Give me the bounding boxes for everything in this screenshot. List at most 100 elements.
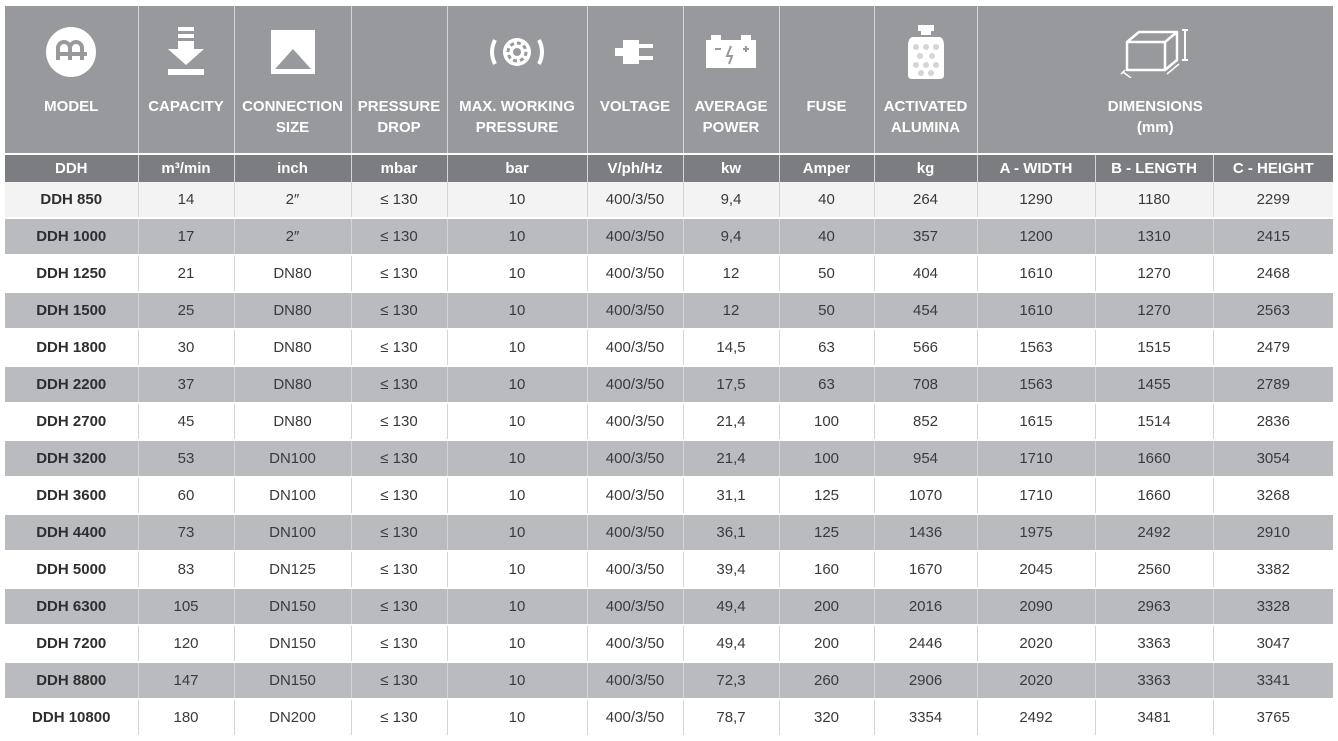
table-cell: 40	[779, 182, 875, 219]
table-cell: 40	[779, 218, 875, 256]
model-cell: DDH 10800	[5, 699, 139, 737]
table-cell: 1710	[977, 440, 1096, 478]
spec-table-container: MODEL CAPACITY CONNECTION SIZE PRESSURE …	[5, 6, 1334, 737]
unit-cell: V/ph/Hz	[587, 153, 684, 182]
table-cell: 17,5	[683, 366, 780, 404]
table-cell: 36,1	[683, 514, 780, 552]
header-model-label: MODEL	[44, 98, 99, 115]
table-cell: 10	[447, 625, 588, 663]
header-fuse: FUSE	[779, 6, 875, 154]
table-cell: 400/3/50	[587, 551, 684, 589]
table-cell: 2492	[1095, 514, 1214, 552]
unit-cell: kg	[874, 153, 978, 182]
table-cell: 1180	[1095, 182, 1214, 219]
table-cell: 1710	[977, 477, 1096, 515]
table-cell: 357	[874, 218, 978, 256]
table-cell: 400/3/50	[587, 625, 684, 663]
table-cell: 2020	[977, 625, 1096, 663]
table-cell: 78,7	[683, 699, 780, 737]
table-cell: 1563	[977, 329, 1096, 367]
table-cell: 1070	[874, 477, 978, 515]
table-cell: 120	[138, 625, 235, 663]
header-activated-alumina-label: ACTIVATED ALUMINA	[883, 98, 968, 136]
model-cell: DDH 7200	[5, 625, 139, 663]
table-cell: 3354	[874, 699, 978, 737]
model-cell: DDH 2200	[5, 366, 139, 404]
model-cell: DDH 4400	[5, 514, 139, 552]
table-cell: 1610	[977, 255, 1096, 293]
model-cell: DDH 5000	[5, 551, 139, 589]
model-cell: DDH 3600	[5, 477, 139, 515]
table-cell: 2045	[977, 551, 1096, 589]
table-cell: 180	[138, 699, 235, 737]
table-cell: 63	[779, 366, 875, 404]
table-cell: 10	[447, 403, 588, 441]
table-row: DDH 7200 120 DN150 ≤ 130 10 400/3/50 49,4 200 24…	[5, 625, 1334, 663]
table-cell: DN80	[234, 403, 352, 441]
table-cell: 125	[779, 514, 875, 552]
table-cell: 1200	[977, 218, 1096, 256]
table-cell: 14,5	[683, 329, 780, 367]
table-cell: 147	[138, 662, 235, 700]
table-cell: 3765	[1213, 699, 1334, 737]
table-cell: 30	[138, 329, 235, 367]
table-cell: 400/3/50	[587, 218, 684, 256]
table-cell: ≤ 130	[351, 662, 448, 700]
table-row: DDH 5000 83 DN125 ≤ 130 10 400/3/50 39,4 160 167…	[5, 551, 1334, 589]
model-cell: DDH 1250	[5, 255, 139, 293]
header-voltage: VOLTAGE	[587, 6, 684, 154]
table-cell: 105	[138, 588, 235, 626]
table-cell: 1515	[1095, 329, 1214, 367]
table-cell: 454	[874, 292, 978, 330]
table-cell: 1310	[1095, 218, 1214, 256]
table-cell: 260	[779, 662, 875, 700]
table-cell: ≤ 130	[351, 329, 448, 367]
table-cell: DN150	[234, 588, 352, 626]
header-connection-size: CONNECTION SIZE	[234, 6, 352, 154]
table-row: DDH 850 14 2″ ≤ 130 10 400/3/50 9,4 40 264 1290 11…	[5, 182, 1334, 219]
data-rows: DDH 850 14 2″ ≤ 130 10 400/3/50 9,4 40 264 1290 11…	[5, 182, 1334, 737]
table-row: DDH 1250 21 DN80 ≤ 130 10 400/3/50 12 50 404 1610…	[5, 255, 1334, 293]
table-cell: 2″	[234, 182, 352, 219]
unit-cell: kw	[683, 153, 780, 182]
plug-icon	[615, 40, 653, 64]
table-cell: 400/3/50	[587, 182, 684, 219]
table-cell: DN125	[234, 551, 352, 589]
header-average-power-label: AVERAGE POWER	[694, 98, 768, 136]
table-cell: 10	[447, 255, 588, 293]
unit-cell: DDH	[5, 153, 139, 182]
table-cell: 1660	[1095, 440, 1214, 478]
table-cell: 21,4	[683, 403, 780, 441]
table-cell: DN80	[234, 292, 352, 330]
table-cell: ≤ 130	[351, 292, 448, 330]
table-cell: 2″	[234, 218, 352, 256]
table-cell: 25	[138, 292, 235, 330]
gear-icon	[490, 38, 544, 66]
table-cell: 400/3/50	[587, 662, 684, 700]
table-row: DDH 8800 147 DN150 ≤ 130 10 400/3/50 72,3 260 29…	[5, 662, 1334, 700]
unit-cell: A - WIDTH	[977, 153, 1096, 182]
table-cell: 3341	[1213, 662, 1334, 700]
weight-icon	[907, 25, 944, 79]
header-model: MODEL	[5, 6, 139, 154]
table-cell: ≤ 130	[351, 699, 448, 737]
table-cell: 2446	[874, 625, 978, 663]
table-cell: 3363	[1095, 625, 1214, 663]
table-cell: 125	[779, 477, 875, 515]
table-cell: ≤ 130	[351, 551, 448, 589]
header-dimensions: DIMENSIONS (mm)	[977, 6, 1334, 154]
table-cell: ≤ 130	[351, 440, 448, 478]
table-cell: 10	[447, 514, 588, 552]
table-cell: 1290	[977, 182, 1096, 219]
header-row: MODEL CAPACITY CONNECTION SIZE PRESSURE …	[5, 6, 1334, 154]
table-cell: 10	[447, 588, 588, 626]
table-cell: ≤ 130	[351, 403, 448, 441]
table-cell: DN100	[234, 440, 352, 478]
table-cell: ≤ 130	[351, 218, 448, 256]
header-average-power: AVERAGE POWER	[683, 6, 780, 154]
table-row: DDH 4400 73 DN100 ≤ 130 10 400/3/50 36,1 125 143…	[5, 514, 1334, 552]
model-cell: DDH 6300	[5, 588, 139, 626]
model-cell: DDH 2700	[5, 403, 139, 441]
table-cell: 2299	[1213, 182, 1334, 219]
table-cell: 72,3	[683, 662, 780, 700]
